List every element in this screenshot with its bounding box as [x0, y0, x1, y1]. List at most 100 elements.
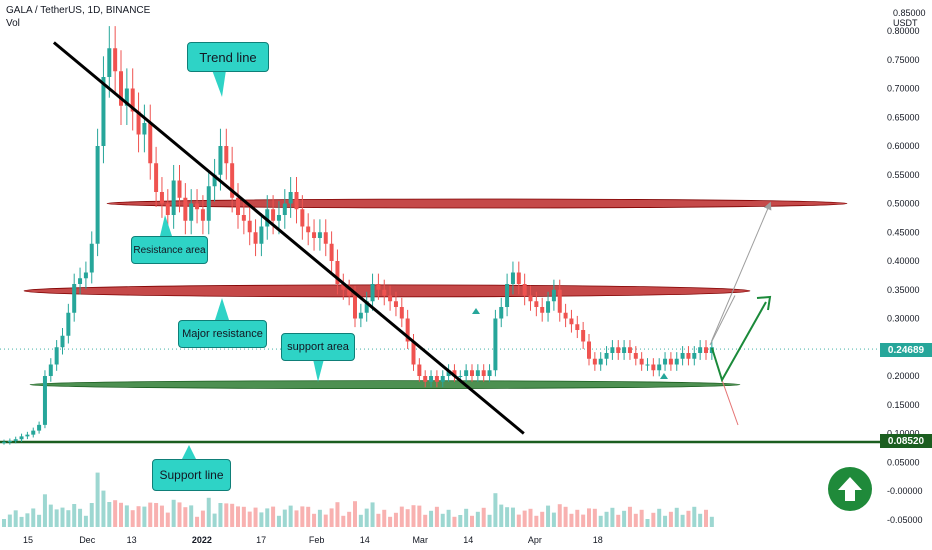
volume-bar: [405, 509, 410, 527]
volume-bar: [429, 510, 434, 527]
candle-body: [651, 364, 656, 371]
y-tick-label: -0.05000: [887, 515, 923, 525]
y-tick-label: 0.35000: [887, 285, 920, 295]
volume-bar: [42, 494, 47, 527]
candle-body: [89, 243, 94, 273]
candle-body: [259, 226, 264, 244]
volume-bar: [276, 515, 281, 527]
candle-body: [487, 370, 492, 376]
candle-body: [458, 376, 463, 377]
volume-bar: [592, 508, 597, 527]
volume-bar: [78, 508, 83, 527]
candle-body: [13, 439, 18, 441]
volume-bar: [493, 493, 498, 527]
resistance-callout-pointer: [160, 215, 172, 236]
candle-body: [241, 215, 246, 221]
support-area-callout: support area: [281, 333, 355, 361]
candle-body: [475, 370, 480, 376]
volume-bar: [645, 519, 650, 527]
volume-bar: [113, 500, 118, 527]
volume-bar: [271, 506, 276, 527]
candle-body: [130, 88, 135, 112]
volume-bar: [668, 511, 673, 527]
y-tick-label: 0.15000: [887, 400, 920, 410]
candle-body: [212, 174, 217, 187]
projection-up-minor: [709, 295, 736, 346]
candle-body: [171, 180, 176, 215]
candle-body: [434, 376, 439, 382]
volume-bar: [470, 515, 474, 527]
support-line-callout-pointer: [182, 445, 196, 459]
candle-body: [645, 364, 650, 366]
volume-bar: [376, 513, 381, 527]
candle-body: [148, 123, 153, 164]
volume-bar: [7, 514, 12, 527]
volume-bar: [101, 490, 106, 527]
volume-bar: [165, 512, 170, 527]
candle-body: [674, 358, 679, 365]
volume-bar: [282, 509, 287, 527]
candle-body: [581, 330, 586, 342]
volume-bar: [587, 508, 591, 527]
x-tick-label: 18: [593, 535, 603, 545]
candle-body: [505, 284, 510, 307]
x-tick-label: 15: [23, 535, 33, 545]
volume-bar: [31, 508, 36, 527]
candle-body: [405, 318, 410, 342]
volume-bar: [557, 504, 562, 527]
candle-body: [376, 284, 381, 290]
candle-body: [113, 48, 118, 72]
arrow-up-icon[interactable]: [828, 467, 872, 511]
candle-body: [230, 163, 235, 198]
candle-body: [534, 301, 539, 307]
candle-body: [66, 312, 71, 336]
candle-body: [159, 192, 164, 204]
support-price-value: 0.08520: [887, 435, 925, 447]
volume-bar: [306, 506, 311, 527]
candle-body: [136, 111, 141, 135]
volume-bar: [569, 513, 574, 527]
volume-bar: [358, 514, 363, 527]
candle-body: [569, 318, 574, 325]
volume-bar: [440, 513, 445, 527]
volume-label: Vol: [6, 18, 20, 29]
volume-bar: [510, 507, 515, 527]
volume-bar: [154, 503, 159, 527]
volume-bar: [317, 509, 322, 527]
volume-bar: [540, 511, 545, 527]
candle-body: [639, 358, 644, 365]
volume-bar: [236, 506, 240, 527]
volume-bar: [393, 512, 398, 527]
y-tick-label: 0.30000: [887, 314, 920, 324]
candle-body: [60, 335, 65, 348]
candle-body: [101, 77, 106, 146]
candle-body: [341, 284, 346, 290]
candle-body: [399, 307, 404, 319]
candle-body: [177, 180, 182, 198]
volume-bar: [83, 515, 88, 527]
x-tick-label: 14: [360, 535, 370, 545]
candle-body: [294, 192, 299, 210]
candle-body: [2, 442, 6, 444]
volume-bar: [323, 514, 328, 527]
volume-bar: [335, 502, 340, 527]
volume-bar: [487, 514, 492, 527]
volume-bar: [686, 510, 691, 527]
axis-currency: USDT: [893, 18, 918, 28]
y-tick-label: 0.70000: [887, 84, 920, 94]
y-tick-label: 0.55000: [887, 170, 920, 180]
x-tick-label: Apr: [528, 535, 542, 545]
volume-bar: [212, 513, 217, 527]
candle-body: [195, 203, 200, 210]
candle-body: [604, 353, 609, 359]
candle-body: [312, 232, 317, 238]
last-price-value: 0.24689: [887, 344, 925, 356]
volume-bar: [446, 509, 451, 527]
major-resistance-label: Major resistance: [182, 328, 263, 340]
support-line-callout: Support line: [152, 459, 231, 491]
volume-bar: [616, 514, 621, 527]
candle-body: [317, 232, 322, 238]
support-area-callout-pointer: [313, 359, 324, 382]
volume-bar: [534, 515, 539, 527]
